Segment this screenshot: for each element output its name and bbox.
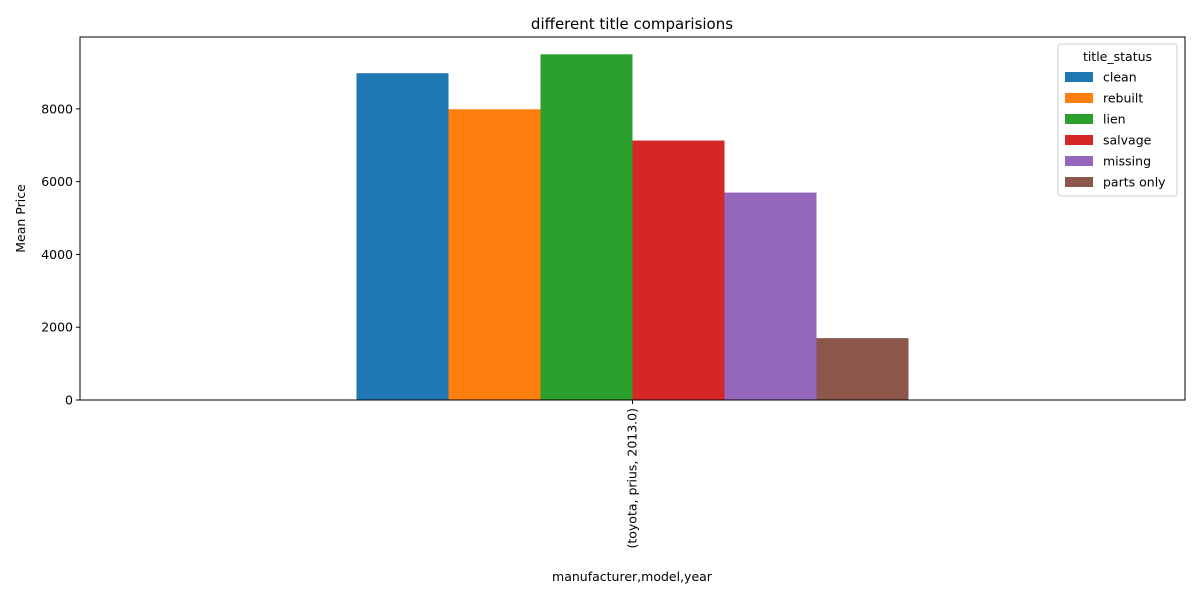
chart-title: different title comparisions bbox=[531, 15, 733, 33]
y-tick-label: 4000 bbox=[41, 247, 73, 262]
bar-clean bbox=[356, 73, 449, 401]
legend-label: clean bbox=[1103, 70, 1137, 85]
legend-title: title_status bbox=[1083, 49, 1152, 64]
bar-parts-only bbox=[816, 338, 909, 400]
bars-layer bbox=[356, 54, 909, 401]
x-axis: (toyota, prius, 2013.0) bbox=[625, 400, 640, 549]
legend: title_status clean rebuilt lien salvage miss… bbox=[1057, 43, 1178, 197]
y-tick-label: 0 bbox=[65, 393, 73, 408]
legend-swatch-parts-only bbox=[1065, 177, 1093, 187]
legend-swatch-salvage bbox=[1065, 135, 1093, 145]
y-tick-label: 6000 bbox=[41, 174, 73, 189]
y-tick-label: 8000 bbox=[41, 101, 73, 116]
legend-swatch-missing bbox=[1065, 156, 1093, 166]
bar-lien bbox=[540, 54, 633, 401]
y-axis: 0 2000 4000 6000 8000 bbox=[41, 101, 80, 408]
legend-label: rebuilt bbox=[1103, 91, 1143, 106]
legend-label: parts only bbox=[1103, 175, 1166, 190]
legend-label: salvage bbox=[1103, 133, 1152, 148]
legend-swatch-clean bbox=[1065, 72, 1093, 82]
legend-swatch-lien bbox=[1065, 114, 1093, 124]
bar-salvage bbox=[632, 140, 725, 400]
y-axis-label: Mean Price bbox=[13, 184, 28, 253]
bar-rebuilt bbox=[448, 109, 541, 401]
plot-frame bbox=[79, 36, 1186, 401]
x-tick-label: (toyota, prius, 2013.0) bbox=[625, 408, 640, 549]
y-tick-label: 2000 bbox=[41, 320, 73, 335]
legend-label: lien bbox=[1103, 112, 1126, 127]
bar-missing bbox=[724, 192, 817, 400]
x-axis-label: manufacturer,model,year bbox=[552, 569, 713, 584]
legend-swatch-rebuilt bbox=[1065, 93, 1093, 103]
legend-label: missing bbox=[1103, 154, 1151, 169]
